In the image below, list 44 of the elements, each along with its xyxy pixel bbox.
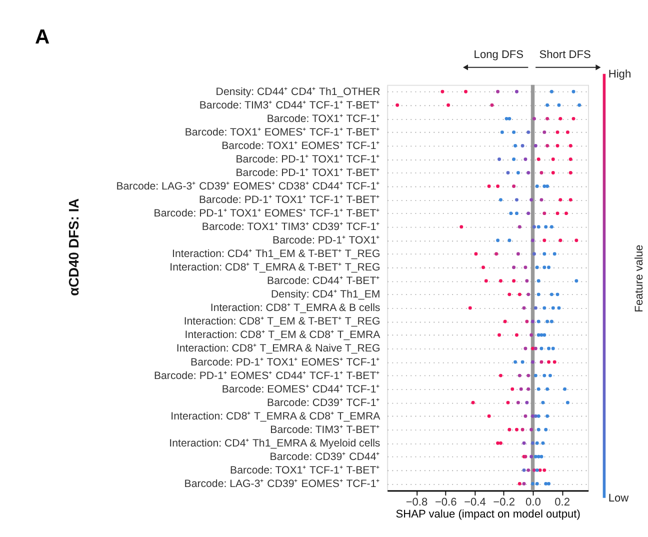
x-tick-label: 0.2 — [554, 496, 570, 509]
y-tick-label: Interaction: CD8⁺ T_EM & T-BET⁺ T_REG — [184, 316, 380, 328]
y-tick-label: Barcode: TIM3⁺ CD44⁺ TCF-1⁺ T-BET⁺ — [199, 99, 380, 112]
y-tick-label: Barcode: EOMES⁺ CD44⁺ TCF-1⁺ — [222, 383, 380, 396]
x-tick-label: −0.2 — [493, 496, 515, 509]
y-tick-label: Barcode: PD-1⁺ TOX1⁺ — [272, 234, 380, 247]
y-tick-label: Barcode: TOX1⁺ EOMES⁺ TCF-1⁺ T-BET⁺ — [184, 126, 380, 138]
x-axis-title: SHAP value (impact on model output) — [396, 508, 580, 521]
y-tick-label: Barcode: CD39⁺ TCF-1⁺ — [267, 396, 380, 409]
text: Low — [608, 492, 629, 505]
text: A — [35, 26, 50, 48]
y-tick-label: Barcode: LAG-3⁺ CD39⁺ EOMES⁺ CD38⁺ CD44⁺ TCF-1⁺ — [116, 180, 380, 192]
y-tick-label: Barcode: TIM3⁺ T-BET⁺ — [270, 424, 380, 436]
x-tick-label: 0.0 — [526, 496, 541, 509]
y-tick-label: Barcode: PD-1⁺ TOX1⁺ T-BET⁺ — [236, 166, 380, 179]
y-tick-label: Barcode: PD-1⁺ EOMES⁺ CD44⁺ TCF-1⁺ T-BET⁺ — [154, 370, 380, 382]
y-tick-label: Interaction: CD8⁺ T_EM & CD8⁺ T_EMRA — [184, 329, 382, 342]
y-tick-label: Density: CD4⁺ Th1_EM — [271, 288, 380, 301]
y-tick-label: Density: CD44⁺ CD4⁺ Th1_OTHER — [216, 86, 381, 98]
x-tick-label: −0.8 — [406, 496, 428, 509]
y-tick-label: Barcode: PD-1⁺ TOX1⁺ EOMES⁺ TCF-1⁺ T-BET⁺ — [154, 208, 380, 220]
y-tick-label: Barcode: TOX1⁺ TIM3⁺ CD39⁺ TCF-1⁺ — [202, 221, 380, 234]
y-tick-label: Barcode: PD-1⁺ TOX1⁺ TCF-1⁺ T-BET⁺ — [198, 194, 380, 206]
y-tick-label: Barcode: CD39⁺ CD44⁺ — [270, 450, 380, 463]
y-tick-label: Barcode: TOX1⁺ TCF-1⁺ — [266, 112, 380, 125]
text: Short DFS — [539, 49, 591, 62]
y-tick-label: Barcode: PD-1⁺ TOX1⁺ TCF-1⁺ — [236, 153, 380, 166]
y-tick-label: Interaction: CD4⁺ Th1_EM & T-BET⁺ T_REG — [172, 248, 380, 260]
x-tick-label: −0.6 — [434, 496, 457, 509]
y-tick-label: Interaction: CD8⁺ T_EMRA & Naive T_REG — [176, 342, 380, 355]
y-tick-label: Barcode: CD44⁺ T-BET⁺ — [267, 275, 380, 288]
x-tick-label: −0.4 — [464, 496, 486, 509]
y-tick-label: Interaction: CD4⁺ Th1_EMRA & Myeloid cells — [169, 437, 380, 450]
y-tick-label: Interaction: CD8⁺ T_EMRA & T-BET⁺ T_REG — [170, 262, 380, 274]
y-tick-label: Interaction: CD8⁺ T_EMRA & CD8⁺ T_EMRA — [170, 410, 382, 422]
y-tick-label: Barcode: TOX1⁺ TCF-1⁺ T-BET⁺ — [230, 464, 380, 476]
text: αCD40 DFS: IA — [65, 198, 82, 296]
y-tick-label: Barcode: TOX1⁺ EOMES⁺ TCF-1⁺ — [222, 140, 380, 152]
color-bar-title: Feature value — [633, 244, 646, 312]
text: High — [608, 68, 632, 81]
y-tick-label: Barcode: LAG-3⁺ CD39⁺ EOMES⁺ TCF-1⁺ — [184, 478, 380, 490]
y-tick-label: Barcode: PD-1⁺ TOX1⁺ EOMES⁺ TCF-1⁺ — [190, 356, 380, 368]
y-tick-label: Interaction: CD8⁺ T_EMRA & B cells — [210, 302, 380, 314]
text: Long DFS — [474, 49, 524, 62]
